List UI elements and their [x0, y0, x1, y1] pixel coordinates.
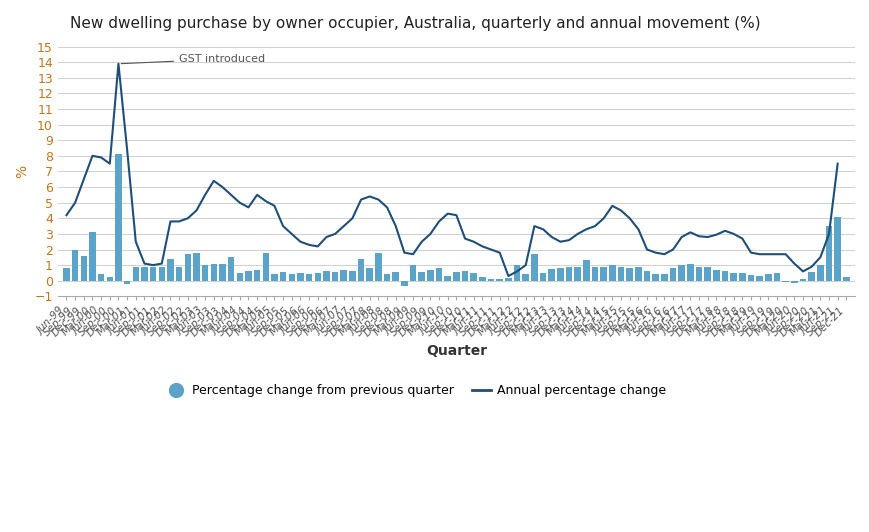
Bar	[790, 281, 797, 283]
Bar	[687, 263, 693, 281]
Bar	[816, 265, 823, 281]
Bar	[643, 271, 649, 281]
Bar	[401, 281, 408, 286]
Bar	[314, 273, 321, 281]
Bar	[833, 217, 840, 281]
Bar	[842, 277, 849, 281]
Bar	[427, 270, 433, 281]
Bar	[123, 281, 130, 284]
Bar	[626, 268, 633, 281]
Bar	[90, 232, 96, 281]
Bar	[479, 277, 485, 281]
Legend: Percentage change from previous quarter, Annual percentage change: Percentage change from previous quarter,…	[162, 379, 671, 403]
Bar	[704, 268, 710, 281]
Bar	[383, 274, 390, 281]
Bar	[773, 273, 779, 281]
Bar	[193, 253, 200, 281]
Bar	[652, 274, 658, 281]
Bar	[106, 277, 113, 281]
Bar	[228, 257, 234, 281]
Bar	[505, 278, 511, 281]
Bar	[574, 267, 580, 281]
Bar	[713, 270, 719, 281]
Bar	[97, 275, 104, 281]
Bar	[254, 270, 260, 281]
Bar	[236, 273, 242, 281]
Bar	[202, 265, 208, 281]
Bar	[461, 271, 468, 281]
Bar	[582, 261, 589, 281]
Bar	[331, 272, 338, 281]
Bar	[764, 275, 771, 281]
Bar	[825, 226, 832, 281]
Bar	[695, 267, 701, 281]
Bar	[409, 265, 416, 281]
Text: GST introduced: GST introduced	[121, 54, 265, 64]
Bar	[488, 279, 494, 281]
Bar	[132, 267, 139, 281]
Bar	[444, 276, 450, 281]
Bar	[322, 271, 329, 281]
Bar	[219, 263, 225, 281]
Text: New dwelling purchase by owner occupier, Australia, quarterly and annual movemen: New dwelling purchase by owner occupier,…	[70, 16, 760, 31]
Bar	[149, 267, 156, 281]
Bar	[799, 279, 806, 281]
Bar	[739, 273, 745, 281]
Bar	[660, 274, 667, 281]
Bar	[375, 253, 381, 281]
Bar	[522, 275, 528, 281]
Bar	[547, 269, 554, 281]
Bar	[348, 271, 355, 281]
Bar	[357, 259, 364, 281]
Bar	[262, 253, 269, 281]
Bar	[210, 263, 216, 281]
Bar	[678, 265, 684, 281]
Bar	[167, 259, 174, 281]
Bar	[289, 274, 295, 281]
Bar	[81, 256, 87, 281]
Bar	[747, 275, 753, 281]
Bar	[514, 265, 520, 281]
Bar	[470, 273, 476, 281]
Bar	[158, 267, 165, 281]
Bar	[340, 270, 347, 281]
Bar	[755, 276, 762, 281]
Bar	[539, 273, 546, 281]
Bar	[435, 268, 441, 281]
Bar	[184, 254, 191, 281]
Bar	[600, 268, 607, 281]
Y-axis label: %: %	[15, 165, 29, 178]
Bar	[245, 271, 251, 281]
Bar	[366, 268, 373, 281]
Bar	[730, 273, 736, 281]
Bar	[807, 272, 814, 281]
Bar	[496, 279, 502, 281]
Bar	[63, 268, 70, 281]
Bar	[141, 267, 148, 281]
Bar	[634, 267, 640, 281]
Bar	[72, 250, 78, 281]
Bar	[721, 271, 727, 281]
Bar	[608, 265, 615, 281]
Bar	[176, 267, 182, 281]
Bar	[530, 254, 537, 281]
Bar	[392, 272, 399, 281]
Bar	[565, 267, 572, 281]
Bar	[669, 268, 675, 281]
Bar	[556, 268, 563, 281]
Bar	[271, 275, 277, 281]
Bar	[617, 267, 624, 281]
X-axis label: Quarter: Quarter	[425, 344, 487, 358]
Bar	[280, 272, 286, 281]
Bar	[115, 154, 122, 281]
Bar	[297, 273, 303, 281]
Bar	[591, 268, 598, 281]
Bar	[453, 272, 459, 281]
Bar	[306, 275, 312, 281]
Bar	[418, 272, 424, 281]
